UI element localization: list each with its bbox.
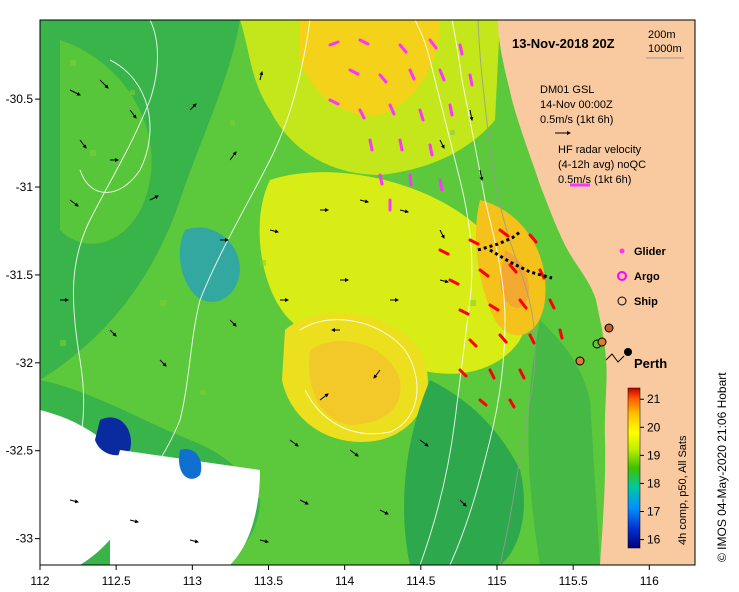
- city-label-perth: Perth: [634, 356, 667, 371]
- ship-marker: [604, 323, 614, 333]
- radar-legend-scale: 0.5m/s (1kt 6h): [558, 174, 631, 186]
- glider-legend-scale: 0.5m/s (1kt 6h): [540, 114, 613, 126]
- colorbar-tick-label: 18: [647, 476, 661, 490]
- credit-text: © IMOS 04-May-2020 21:06 Hobart: [715, 372, 729, 562]
- y-tick-label: -31: [16, 180, 34, 194]
- x-tick-label: 114: [335, 574, 354, 588]
- y-tick-label: -32.5: [6, 444, 34, 458]
- glider-legend-line1: DM01 GSL: [540, 84, 594, 96]
- plot-frame: [39, 19, 696, 566]
- legend-ship: Ship: [634, 296, 658, 308]
- x-tick-label: 115: [487, 574, 506, 588]
- colorbar: [627, 387, 641, 549]
- y-tick-label: -30.5: [6, 92, 34, 106]
- isobath-label-200m: 200m: [648, 29, 676, 41]
- legend-argo: Argo: [634, 271, 660, 283]
- radar-legend-line2: (4-12h avg) noQC: [558, 159, 646, 171]
- x-tick-label: 112.5: [102, 574, 131, 588]
- colorbar-tick-label: 17: [647, 505, 661, 519]
- legend-glider: Glider: [634, 246, 667, 258]
- y-tick-label: -33: [16, 532, 34, 546]
- colorbar-tick-label: 19: [647, 448, 661, 462]
- x-tick-label: 114.5: [406, 574, 435, 588]
- x-tick-label: 112: [30, 574, 49, 588]
- land: [498, 20, 695, 565]
- glider-dot-icon: [619, 248, 625, 254]
- colorbar-ticks: 21 20 19 18 17 16: [640, 392, 661, 547]
- colorbar-label: 4h comp, p50, All Sats: [677, 435, 689, 545]
- ship-ring-icon: [617, 296, 627, 306]
- current-vectors: [60, 71, 484, 544]
- x-axis-ticks: 112 112.5 113 113.5 114 114.5 115 115.5 116: [30, 565, 659, 588]
- isobath-label-1000m: 1000m: [648, 43, 682, 55]
- radar-vectors: [438, 228, 564, 409]
- x-tick-label: 116: [640, 574, 659, 588]
- argo-ring-icon: [617, 271, 627, 281]
- perth-marker: [624, 348, 632, 356]
- radar-legend-line1: HF radar velocity: [558, 144, 642, 156]
- glider-legend-line2: 14-Nov 00:00Z: [540, 99, 613, 111]
- sst-field: [40, 20, 695, 565]
- x-tick-label: 113.5: [254, 574, 283, 588]
- colorbar-tick-label: 16: [647, 533, 661, 547]
- y-tick-label: -32: [16, 356, 34, 370]
- glider-vectors: [328, 38, 474, 212]
- x-tick-label: 115.5: [559, 574, 588, 588]
- map-title: 13-Nov-2018 20Z: [512, 36, 615, 51]
- y-axis-ticks: -30.5 -31 -31.5 -32 -32.5 -33: [6, 92, 40, 546]
- colorbar-tick-label: 20: [647, 420, 661, 434]
- colorbar-tick-label: 21: [647, 392, 661, 406]
- y-tick-label: -31.5: [6, 268, 34, 282]
- x-tick-label: 113: [183, 574, 202, 588]
- isobaths: [40, 20, 506, 565]
